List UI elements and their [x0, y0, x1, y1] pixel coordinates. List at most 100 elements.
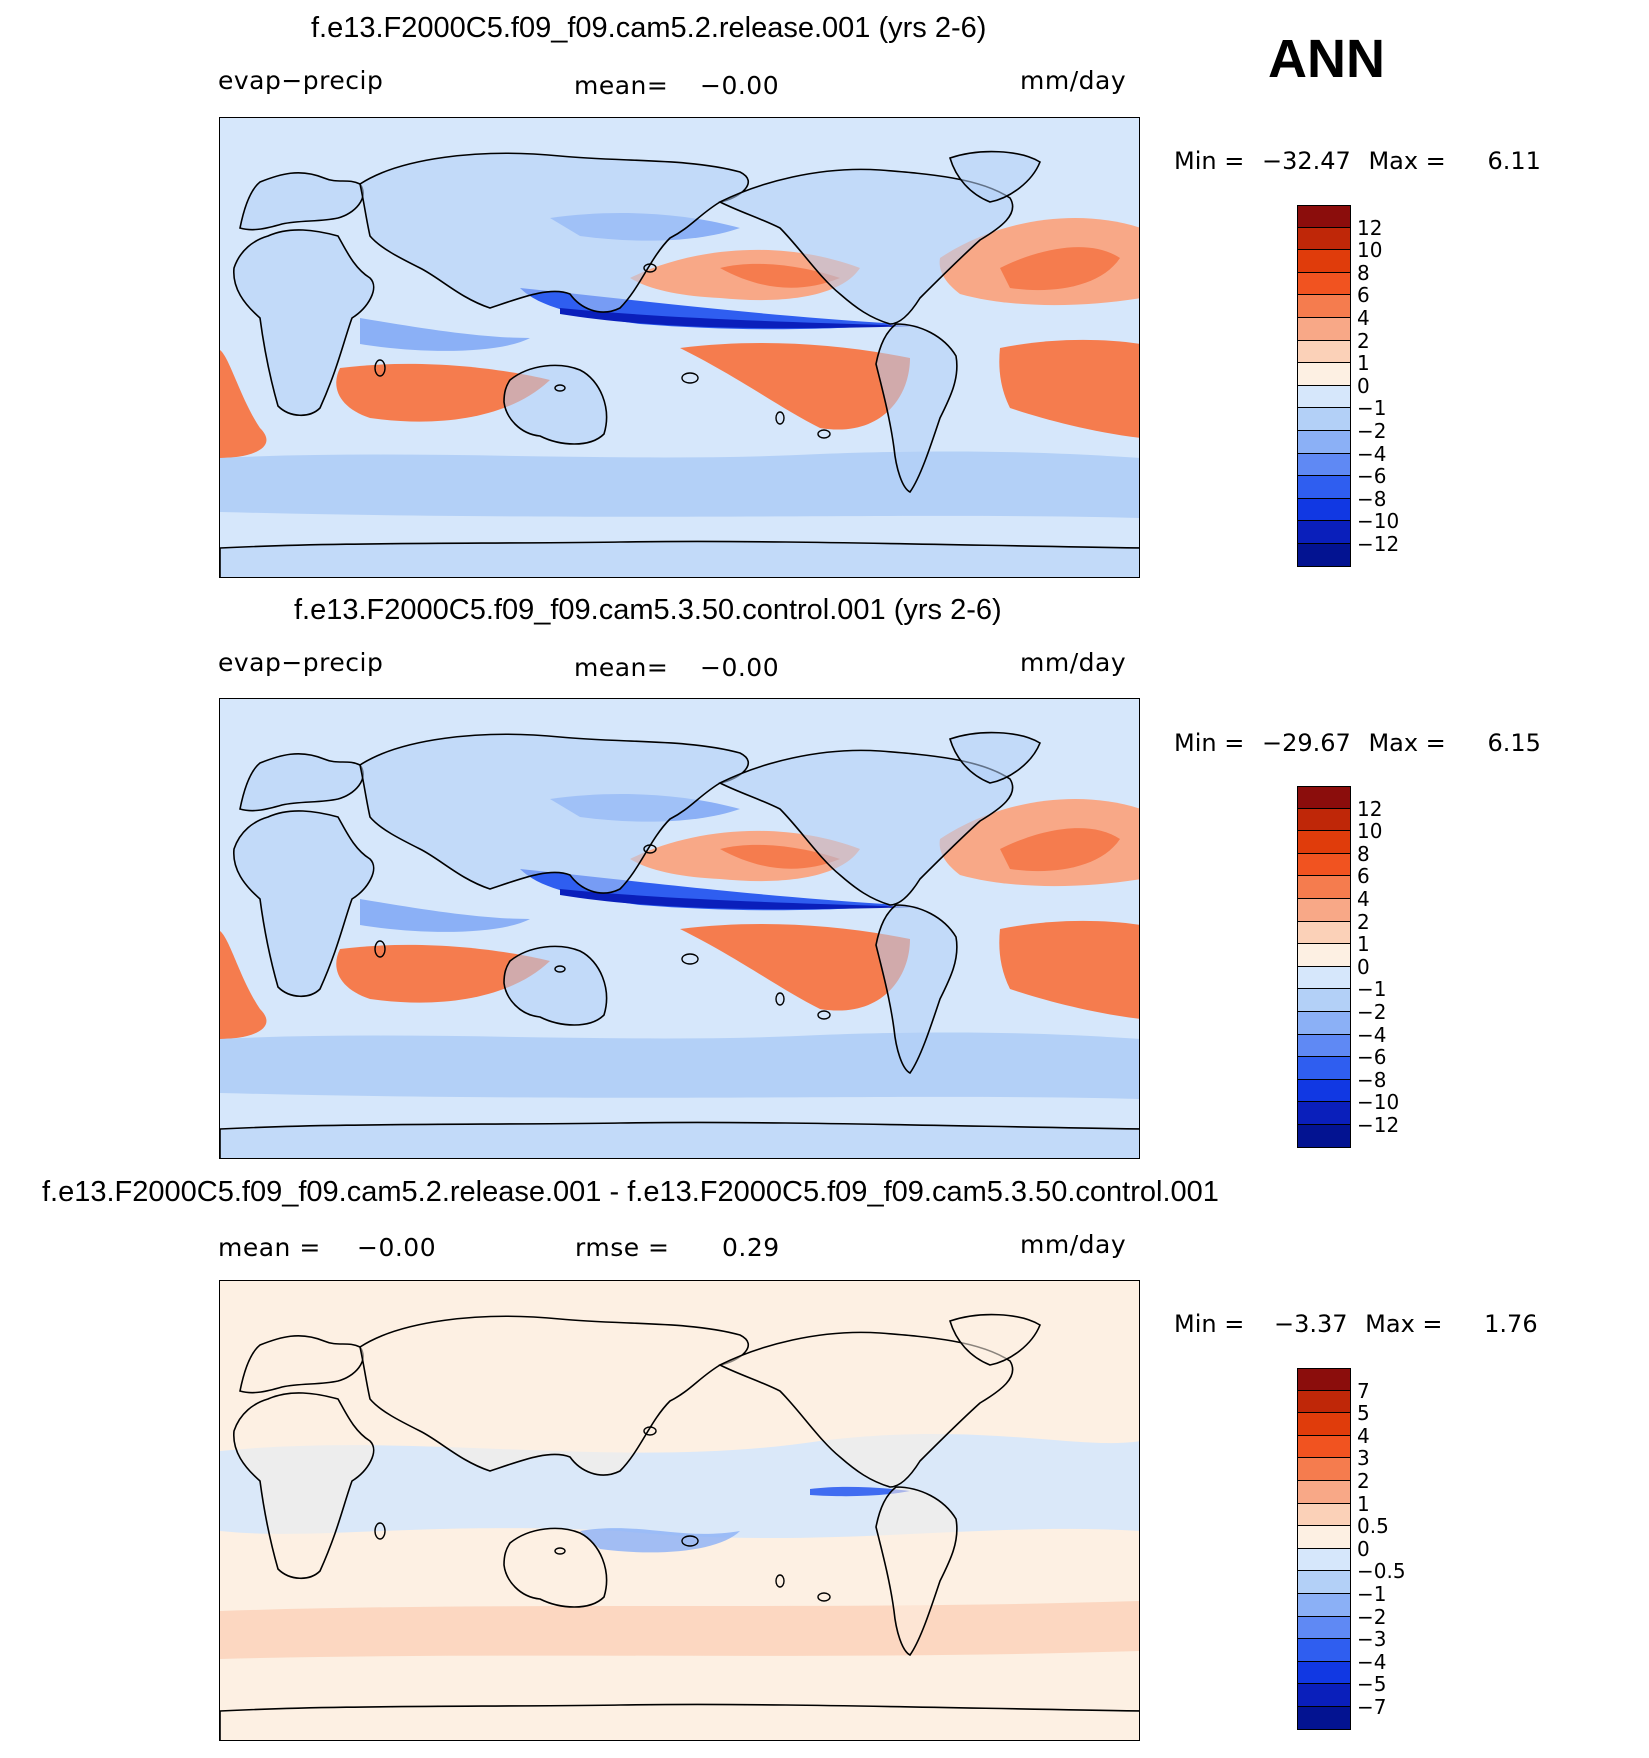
- colorbar-swatch: [1297, 853, 1351, 877]
- colorbar-swatch: [1297, 250, 1351, 273]
- colorbar-swatch: [1297, 1079, 1351, 1103]
- colorbar-tick-label: 0: [1357, 1536, 1370, 1561]
- colorbar-tick-label: −3: [1357, 1627, 1387, 1652]
- panel3-max-value: 1.76: [1484, 1310, 1538, 1338]
- colorbar-tick-label: 5: [1357, 1401, 1370, 1426]
- colorbar-tick-label: −0.5: [1357, 1559, 1406, 1584]
- colorbar-swatch: [1297, 1616, 1351, 1640]
- contour-region: [220, 1601, 1139, 1659]
- colorbar-swatch: [1297, 385, 1351, 409]
- colorbar-tick-label: −7: [1357, 1695, 1387, 1719]
- island-outline: [817, 429, 831, 439]
- colorbar-swatch: [1297, 989, 1351, 1012]
- colorbar-tick-label: −4: [1357, 1649, 1387, 1674]
- colorbar-swatch: [1297, 876, 1351, 899]
- continent-land: [359, 152, 749, 313]
- panel1-units: mm/day: [1020, 66, 1127, 95]
- panel3-rmse-label: rmse =: [575, 1233, 670, 1262]
- continent-land: [233, 229, 375, 417]
- contour-region: [1000, 828, 1120, 872]
- colorbar-swatch: [1297, 899, 1351, 922]
- antarctica-land: [220, 540, 1139, 577]
- colorbar-tick-label: −1: [1357, 977, 1387, 1002]
- island-outline: [374, 1522, 386, 1540]
- panel1-variable-label: evap−precip: [218, 66, 384, 95]
- continent-land: [718, 749, 1014, 906]
- colorbar-tick-label: −6: [1357, 1045, 1387, 1070]
- colorbar-tick-label: 10: [1357, 238, 1383, 263]
- colorbar-swatch: [1297, 786, 1351, 809]
- panel1-map: [219, 117, 1140, 578]
- island-outline: [681, 953, 699, 965]
- colorbar-swatch: [1297, 1707, 1351, 1730]
- panel3-min-value: −3.37: [1273, 1310, 1348, 1338]
- colorbar-swatch: [1297, 318, 1351, 341]
- island-outline: [775, 992, 785, 1006]
- panel1-max-value: 6.11: [1487, 147, 1541, 175]
- colorbar-tick-label: 12: [1357, 215, 1383, 240]
- panel2-min-label: Min =: [1174, 729, 1245, 757]
- contour-region: [336, 363, 550, 422]
- colorbar-swatch: [1297, 1481, 1351, 1504]
- colorbar-tick-label: −12: [1357, 1113, 1400, 1137]
- colorbar-tick-label: −10: [1357, 509, 1400, 534]
- panel1-min-value: −32.47: [1261, 147, 1351, 175]
- island-outline: [643, 263, 657, 273]
- contour-region: [999, 920, 1139, 1019]
- colorbar-tick-label: 1: [1357, 932, 1370, 957]
- panel3-colorbar: 7 5 4 3 2 1 0.5 0 −0.5 −1 −2 −3 −4 −5 −7: [1297, 1368, 1406, 1730]
- panel1-minmax: Min = −32.47 Max = 6.11: [1174, 147, 1541, 175]
- continent-land: [503, 364, 608, 445]
- colorbar-tick-label: −5: [1357, 1672, 1387, 1697]
- colorbar-swatch: [1297, 1034, 1351, 1058]
- colorbar-tick-label: 8: [1357, 260, 1370, 285]
- continent-land: [233, 1392, 375, 1580]
- panel2-min-value: −29.67: [1261, 729, 1351, 757]
- colorbar-tick-label: −12: [1357, 532, 1400, 556]
- panel3-min-label: Min =: [1174, 1310, 1245, 1338]
- colorbar-swatch: [1297, 205, 1351, 228]
- colorbar-tick-label: 10: [1357, 819, 1383, 844]
- colorbar-swatch: [1297, 1413, 1351, 1436]
- colorbar-swatch: [1297, 521, 1351, 544]
- colorbar-swatch: [1297, 1639, 1351, 1662]
- panel1-title: f.e13.F2000C5.f09_f09.cam5.2.release.001…: [311, 12, 987, 44]
- continent-land: [875, 1486, 958, 1657]
- colorbar-swatch: [1297, 1102, 1351, 1125]
- island-outline: [643, 844, 657, 854]
- continent-land: [503, 1527, 608, 1608]
- continent-land: [949, 731, 1041, 784]
- contour-region: [560, 889, 920, 910]
- continent-land: [949, 1313, 1041, 1366]
- continent-land: [875, 323, 958, 494]
- continent-land: [875, 904, 958, 1075]
- colorbar-swatch: [1297, 1012, 1351, 1035]
- colorbar-swatch: [1297, 1435, 1351, 1459]
- contour-region: [720, 844, 840, 869]
- panel2-minmax: Min = −29.67 Max = 6.15: [1174, 729, 1541, 757]
- contour-region: [560, 308, 920, 329]
- panel2-mean-label: mean=: [574, 653, 669, 682]
- colorbar-swatch: [1297, 476, 1351, 499]
- panel2-map: [219, 698, 1140, 1159]
- colorbar-tick-label: −10: [1357, 1090, 1400, 1115]
- contour-region: [680, 924, 910, 1011]
- colorbar-tick-label: 2: [1357, 1469, 1370, 1493]
- colorbar-tick-label: 2: [1357, 328, 1370, 353]
- antarctica-land: [220, 1703, 1139, 1740]
- colorbar-swatch: [1297, 498, 1351, 522]
- colorbar-swatch: [1297, 921, 1351, 945]
- colorbar-swatch: [1297, 1368, 1351, 1391]
- contour-region: [580, 1528, 740, 1553]
- colorbar-swatch: [1297, 944, 1351, 967]
- colorbar-tick-label: −2: [1357, 419, 1387, 443]
- island-outline: [681, 1535, 699, 1547]
- colorbar-swatch: [1297, 340, 1351, 364]
- contour-region: [220, 451, 1139, 518]
- panel3-title: f.e13.F2000C5.f09_f09.cam5.2.release.001…: [42, 1176, 1219, 1208]
- continent-land: [233, 810, 375, 998]
- island-outline: [817, 1592, 831, 1602]
- colorbar-swatch: [1297, 363, 1351, 386]
- contour-region: [360, 318, 530, 351]
- colorbar-tick-label: −1: [1357, 396, 1387, 421]
